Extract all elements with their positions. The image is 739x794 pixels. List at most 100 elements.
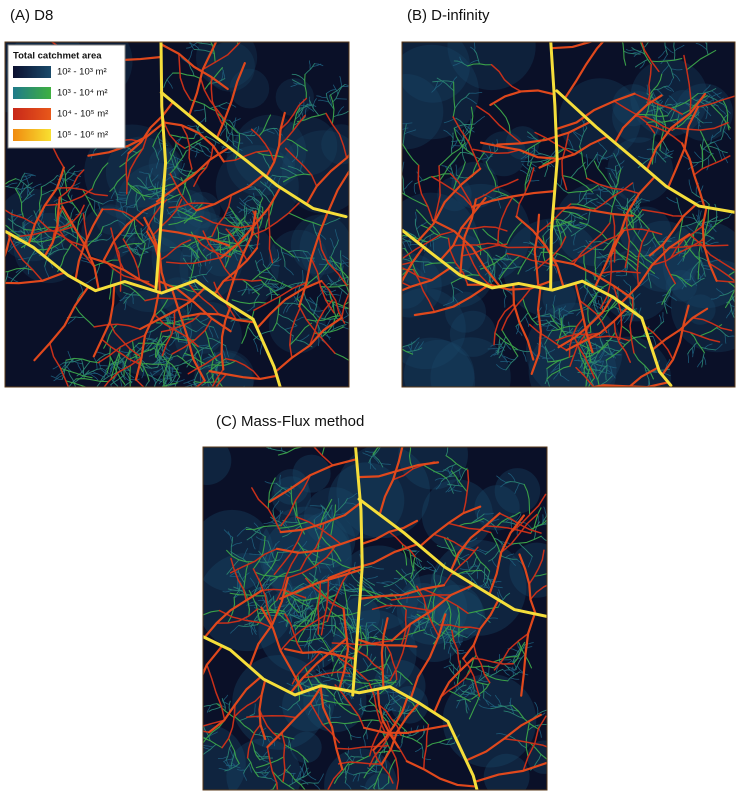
channel — [563, 570, 570, 574]
panel-title: (A) D8 — [10, 7, 53, 24]
channel — [367, 253, 386, 278]
channel — [91, 396, 95, 407]
channel — [144, 682, 149, 690]
channel — [563, 523, 572, 526]
channel — [606, 387, 647, 419]
channel — [392, 117, 398, 128]
channel — [568, 552, 576, 554]
channel — [566, 716, 572, 734]
channel — [235, 389, 243, 392]
channel — [565, 584, 566, 597]
channel — [356, 271, 367, 276]
channel — [162, 740, 166, 749]
channel — [372, 249, 379, 256]
channel — [272, 0, 301, 14]
channel — [384, 229, 398, 257]
channel — [196, 721, 197, 733]
channel — [390, 284, 394, 293]
panel-title: (C) Mass-Flux method — [216, 413, 364, 430]
channel — [365, 371, 373, 390]
channel — [636, 396, 639, 427]
channel — [154, 747, 170, 750]
channel — [371, 280, 382, 304]
channel — [216, 32, 236, 36]
channel — [235, 11, 254, 19]
channel — [559, 552, 568, 562]
channel — [566, 597, 572, 602]
channel — [365, 338, 371, 346]
channel — [380, 249, 386, 259]
channel — [395, 109, 403, 119]
channel — [651, 34, 662, 35]
channel — [732, 314, 739, 315]
channel — [364, 321, 377, 331]
channel — [386, 338, 395, 342]
channel — [354, 341, 369, 347]
channel — [374, 289, 393, 291]
channel — [384, 249, 395, 253]
panel-title: (B) D-infinity — [407, 7, 490, 24]
channel — [563, 555, 564, 563]
channel — [605, 430, 607, 441]
channel — [555, 578, 567, 583]
channel — [170, 728, 186, 750]
channel — [123, 389, 134, 394]
channel — [184, 715, 189, 727]
channel — [391, 128, 403, 132]
channel — [606, 419, 619, 447]
legend-label: 10⁵ - 10⁶ m² — [57, 130, 108, 141]
channel — [181, 736, 190, 740]
channel — [384, 258, 392, 266]
channel — [188, 619, 199, 624]
channel — [308, 0, 319, 5]
channel — [382, 280, 391, 284]
channel — [576, 394, 581, 402]
channel — [367, 264, 391, 275]
channel — [567, 579, 574, 583]
channel — [617, 403, 627, 433]
channel — [369, 333, 388, 352]
channel — [89, 388, 96, 406]
map — [137, 397, 592, 794]
channel — [598, 431, 605, 440]
channel — [188, 738, 204, 740]
channel — [388, 235, 403, 249]
channel — [383, 89, 386, 106]
channel — [340, 401, 350, 409]
channel — [577, 394, 586, 407]
channel — [289, 32, 301, 33]
channel — [557, 714, 567, 720]
channel — [355, 304, 371, 305]
channel — [573, 397, 575, 406]
channel — [352, 242, 361, 272]
channel — [228, 391, 242, 392]
channel — [116, 420, 135, 428]
channel — [381, 279, 384, 290]
channel — [384, 248, 385, 258]
channel — [251, 441, 263, 443]
channel — [341, 428, 348, 442]
channel — [382, 255, 392, 269]
channel — [568, 714, 571, 725]
channel — [397, 119, 402, 139]
channel — [348, 274, 373, 293]
channel — [192, 736, 202, 744]
channel — [349, 341, 358, 345]
channel — [367, 104, 380, 117]
channel — [276, 24, 293, 36]
channel — [552, 562, 559, 583]
channel — [182, 737, 198, 742]
channel — [193, 10, 204, 15]
channel — [190, 393, 198, 394]
channel — [155, 736, 156, 746]
channel — [550, 508, 560, 509]
channel — [371, 426, 373, 436]
texture — [290, 732, 321, 763]
channel — [355, 264, 366, 275]
channel — [175, 730, 197, 746]
channel — [106, 427, 118, 429]
channel — [379, 291, 387, 299]
legend-swatch — [13, 108, 51, 120]
channel — [184, 394, 207, 398]
channel — [613, 436, 614, 447]
